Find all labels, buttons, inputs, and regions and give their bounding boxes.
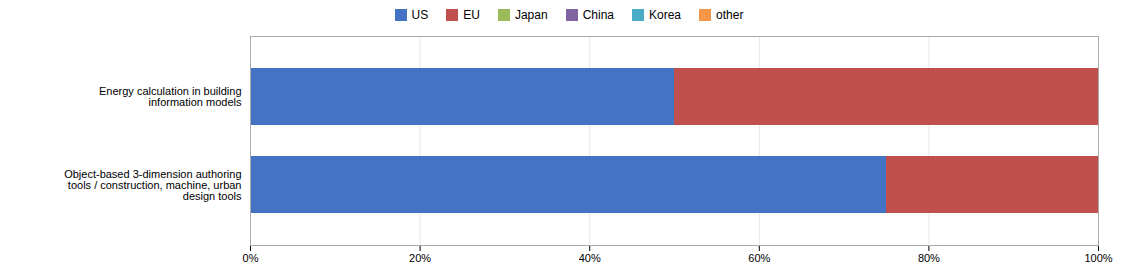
- svg-text:0%: 0%: [243, 252, 259, 264]
- svg-text:20%: 20%: [409, 252, 431, 264]
- svg-text:100%: 100%: [1084, 252, 1112, 264]
- html-text:Korea: Korea: [649, 8, 681, 22]
- html-text:China: China: [582, 8, 614, 22]
- svg-text:Object-based 3-dimension autho: Object-based 3-dimension authoringtools …: [64, 168, 242, 202]
- svg-text:60%: 60%: [748, 252, 770, 264]
- svg-text:Energy calculation in building: Energy calculation in buildinginformatio…: [99, 85, 242, 108]
- html-text:other: other: [716, 8, 744, 22]
- html-text:US: US: [411, 8, 429, 22]
- html-text:Japan: Japan: [514, 8, 548, 22]
- html-text:EU: EU: [463, 8, 480, 22]
- svg-text:80%: 80%: [918, 252, 940, 264]
- svg-text:40%: 40%: [579, 252, 601, 264]
